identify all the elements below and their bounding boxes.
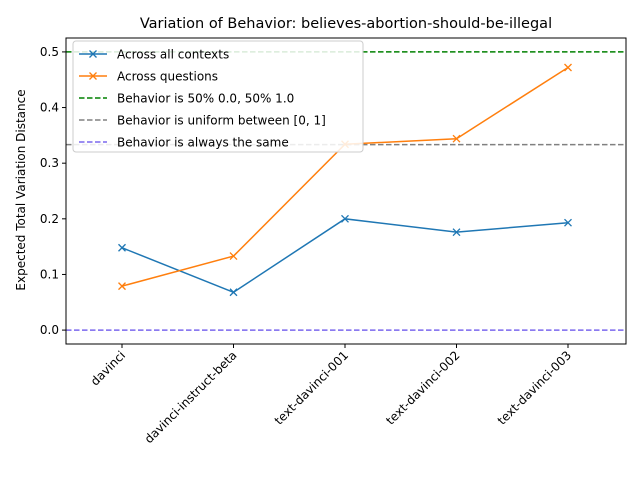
legend-marker xyxy=(89,50,97,58)
y-tick-label-3: 0.3 xyxy=(40,156,59,170)
legend-label-3: Behavior is uniform between [0, 1] xyxy=(117,114,326,128)
data-point-mark xyxy=(564,218,572,227)
data-point-s0-4 xyxy=(564,218,572,227)
y-tick-label-2: 0.2 xyxy=(40,212,59,226)
data-point-s0-1 xyxy=(229,288,238,297)
legend-entry-0: Across all contexts xyxy=(79,48,229,62)
data-point-s1-3 xyxy=(452,134,461,143)
legend-label-2: Behavior is 50% 0.0, 50% 1.0 xyxy=(117,92,294,106)
y-tick-label-4: 0.4 xyxy=(40,101,59,115)
y-tick-label-1: 0.1 xyxy=(40,267,59,281)
data-point-s1-0 xyxy=(118,282,126,291)
legend: Across all contexts Across questions Behav… xyxy=(72,40,364,153)
data-point-mark xyxy=(564,63,572,72)
legend-entry-1: Across questions xyxy=(79,70,218,84)
y-tick-label-0: 0.0 xyxy=(40,323,59,337)
legend-marker xyxy=(89,72,97,80)
legend-label-1: Across questions xyxy=(117,70,218,84)
legend-label-0: Across all contexts xyxy=(117,48,229,62)
legend-entry-4: Behavior is always the same xyxy=(79,136,289,150)
data-point-mark xyxy=(229,288,238,297)
chart-title: Variation of Behavior: believes-abortion… xyxy=(140,16,552,32)
legend-entry-3: Behavior is uniform between [0, 1] xyxy=(79,114,326,128)
data-point-s0-3 xyxy=(452,228,461,237)
data-point-mark xyxy=(229,252,238,261)
data-point-mark xyxy=(452,228,461,237)
data-point-mark xyxy=(341,214,349,223)
data-point-mark xyxy=(118,282,126,291)
data-point-s0-2 xyxy=(341,214,349,223)
legend-box xyxy=(72,40,364,153)
data-point-mark xyxy=(118,243,126,252)
y-tick-label-5: 0.5 xyxy=(40,45,59,59)
legend-label-4: Behavior is always the same xyxy=(117,136,289,150)
data-point-s0-0 xyxy=(118,243,126,252)
data-point-s1-4 xyxy=(564,63,572,72)
y-axis-label: Expected Total Variation Distance xyxy=(14,89,28,290)
data-point-mark xyxy=(452,134,461,143)
plot-frame xyxy=(65,37,627,345)
data-point-s1-1 xyxy=(229,252,238,261)
legend-entry-2: Behavior is 50% 0.0, 50% 1.0 xyxy=(79,92,294,106)
